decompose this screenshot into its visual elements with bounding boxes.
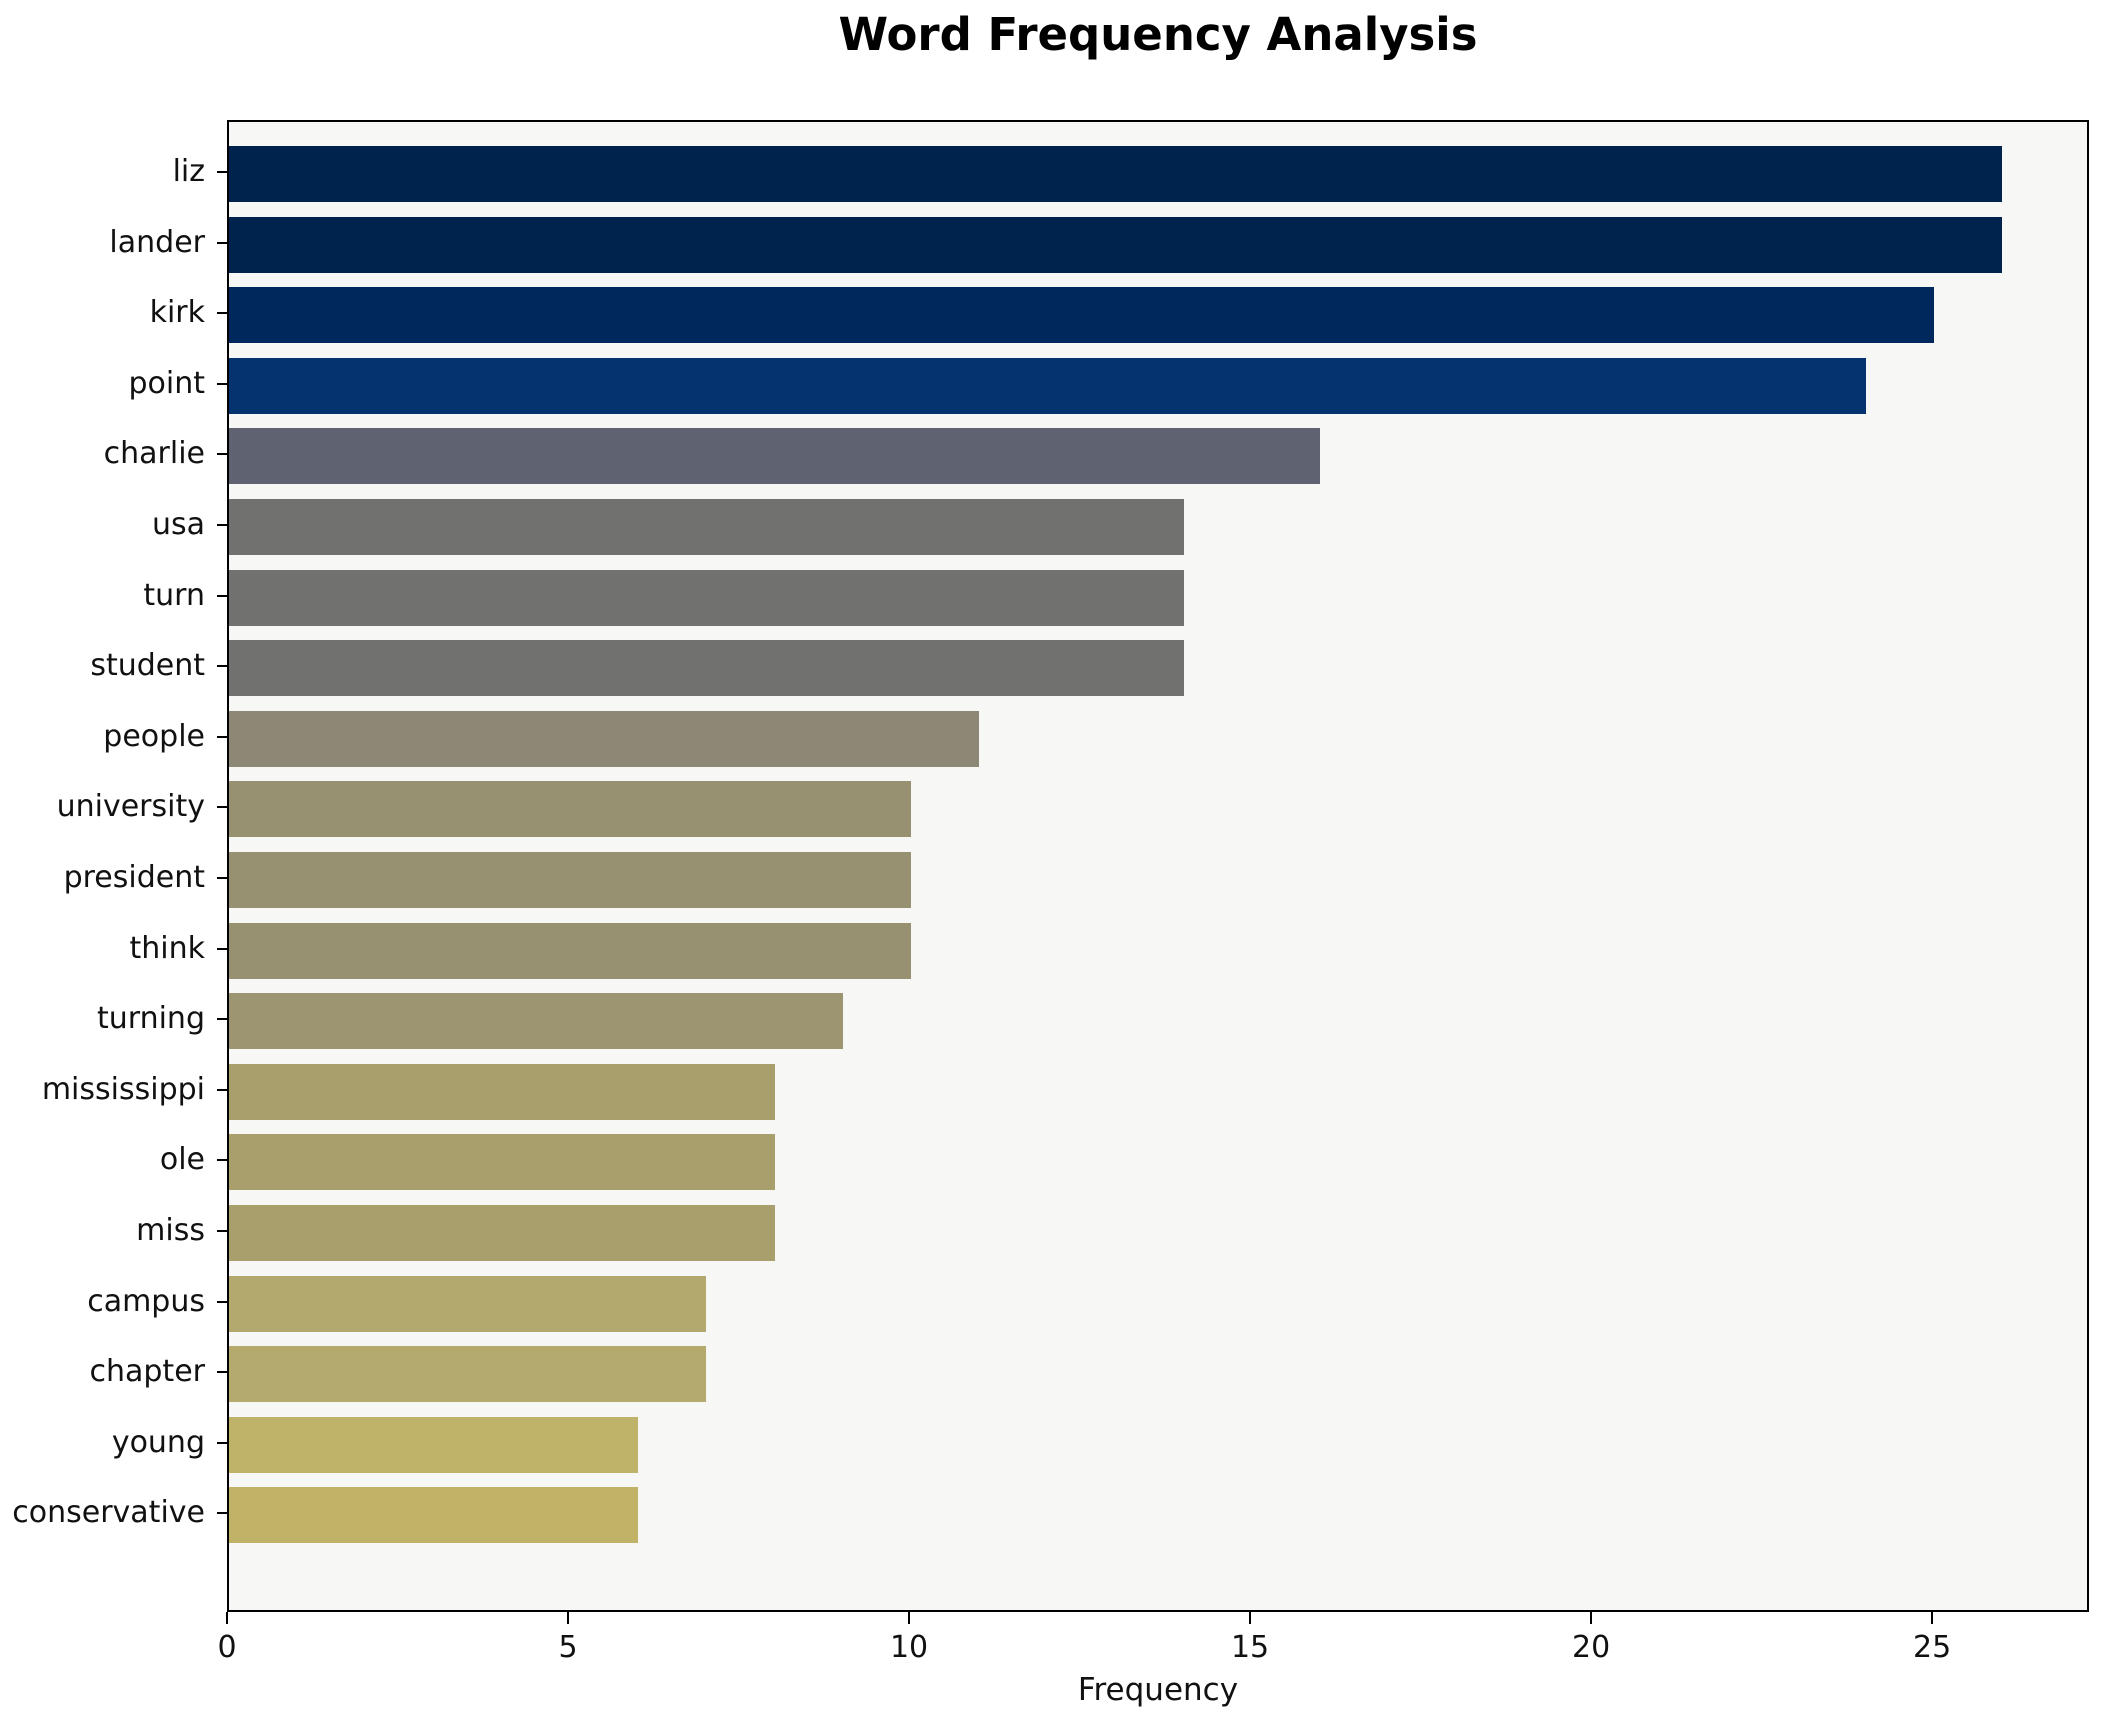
bar-miss: [229, 1205, 775, 1261]
y-tick-mark: [217, 453, 227, 456]
y-tick-mark: [217, 171, 227, 173]
y-tick-mark: [217, 1441, 227, 1444]
y-tick-label-president: president: [63, 860, 205, 895]
x-tick-label-5: 5: [558, 1630, 578, 1665]
x-tick-mark: [226, 1612, 228, 1624]
bar-liz: [229, 146, 2003, 202]
y-tick-label-turn: turn: [143, 577, 205, 613]
y-tick-mark: [217, 1088, 227, 1091]
bar-charlie: [229, 428, 1321, 485]
y-tick-label-campus: campus: [87, 1283, 205, 1319]
y-tick-mark: [217, 1159, 227, 1162]
y-tick-label-ole: ole: [159, 1142, 205, 1178]
bar-lander: [229, 216, 2003, 273]
y-tick-mark: [217, 806, 227, 809]
plot-area: [227, 120, 2089, 1612]
y-tick-label-lander: lander: [109, 224, 205, 260]
y-tick-label-university: university: [56, 789, 205, 825]
bar-young: [229, 1416, 639, 1473]
y-tick-mark: [217, 1018, 227, 1021]
y-tick-mark: [217, 877, 227, 879]
y-tick-label-people: people: [103, 718, 205, 754]
y-tick-label-kirk: kirk: [149, 295, 205, 331]
y-tick-mark: [217, 524, 227, 526]
bar-university: [229, 781, 912, 838]
y-tick-mark: [217, 1300, 227, 1303]
y-tick-mark: [217, 1230, 227, 1232]
y-tick-label-charlie: charlie: [103, 436, 205, 472]
y-tick-mark: [217, 241, 227, 244]
y-tick-label-liz: liz: [172, 154, 205, 189]
bar-president: [229, 852, 912, 908]
bar-think: [229, 922, 912, 979]
y-tick-mark: [217, 594, 227, 597]
y-tick-mark: [217, 1512, 227, 1515]
x-tick-label-0: 0: [217, 1630, 237, 1665]
y-tick-label-miss: miss: [136, 1213, 205, 1248]
x-tick-label-10: 10: [889, 1630, 929, 1665]
y-tick-label-chapter: chapter: [89, 1354, 206, 1390]
x-tick-mark: [1931, 1612, 1934, 1624]
bar-kirk: [229, 287, 1935, 344]
bar-chapter: [229, 1346, 707, 1403]
x-tick-label-25: 25: [1913, 1630, 1952, 1665]
bar-turn: [229, 569, 1184, 626]
x-tick-mark: [908, 1612, 911, 1624]
x-tick-mark: [567, 1612, 570, 1624]
bar-campus: [229, 1275, 707, 1332]
x-tick-label-15: 15: [1230, 1630, 1270, 1665]
y-tick-mark: [217, 665, 227, 668]
x-tick-mark: [1590, 1612, 1593, 1624]
bar-usa: [229, 499, 1184, 555]
y-tick-label-student: student: [90, 648, 205, 684]
y-tick-mark: [217, 735, 227, 738]
y-tick-label-conservative: conservative: [12, 1495, 205, 1531]
bar-ole: [229, 1134, 775, 1191]
y-tick-mark: [217, 312, 227, 315]
y-tick-mark: [217, 947, 227, 950]
y-tick-label-turning: turning: [97, 1001, 205, 1037]
bar-mississippi: [229, 1063, 775, 1120]
bar-conservative: [229, 1487, 639, 1544]
y-tick-label-usa: usa: [151, 507, 205, 542]
y-tick-mark: [217, 382, 227, 385]
y-tick-label-mississippi: mississippi: [41, 1071, 205, 1107]
y-tick-label-think: think: [129, 930, 206, 966]
bar-people: [229, 710, 980, 767]
x-axis-label: Frequency: [1077, 1672, 1239, 1708]
x-tick-label-20: 20: [1572, 1630, 1611, 1665]
bar-point: [229, 357, 1866, 414]
x-tick-mark: [1249, 1612, 1252, 1624]
bar-student: [229, 640, 1184, 697]
y-tick-mark: [217, 1371, 227, 1374]
y-tick-label-point: point: [128, 365, 205, 401]
y-tick-label-young: young: [111, 1424, 205, 1460]
bar-turning: [229, 993, 843, 1050]
chart-title: Word Frequency Analysis: [838, 8, 1478, 61]
